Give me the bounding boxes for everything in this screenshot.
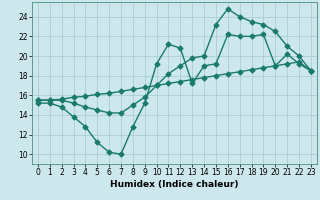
X-axis label: Humidex (Indice chaleur): Humidex (Indice chaleur) (110, 180, 239, 189)
